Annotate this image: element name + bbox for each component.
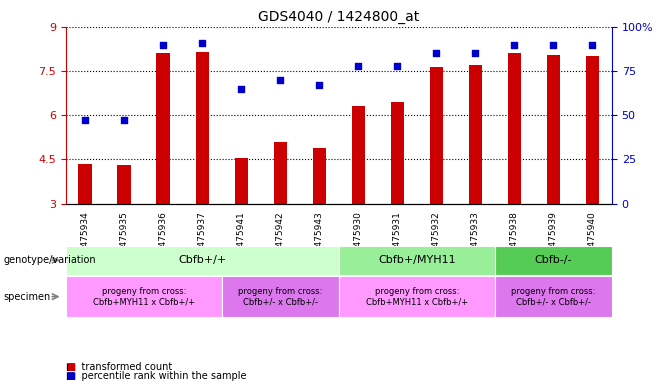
Bar xyxy=(468,65,482,204)
Bar xyxy=(274,142,287,204)
Text: Cbfb+/+: Cbfb+/+ xyxy=(178,255,226,265)
Bar xyxy=(495,276,612,317)
Point xyxy=(470,50,480,56)
Text: progeny from cross:
Cbfb+/- x Cbfb+/-: progeny from cross: Cbfb+/- x Cbfb+/- xyxy=(511,287,595,306)
Bar xyxy=(78,164,92,204)
Text: specimen: specimen xyxy=(3,291,51,302)
Bar xyxy=(586,56,599,204)
Bar xyxy=(195,52,209,204)
Bar xyxy=(339,246,495,275)
Text: ■  percentile rank within the sample: ■ percentile rank within the sample xyxy=(66,371,246,381)
Point xyxy=(197,40,208,46)
Text: ■: ■ xyxy=(66,371,75,381)
Bar xyxy=(507,53,521,204)
Point xyxy=(119,118,130,124)
Point xyxy=(314,82,324,88)
Title: GDS4040 / 1424800_at: GDS4040 / 1424800_at xyxy=(258,10,420,25)
Bar xyxy=(222,276,339,317)
Bar xyxy=(66,246,339,275)
Bar xyxy=(234,158,248,204)
Point xyxy=(80,118,91,124)
Text: progeny from cross:
Cbfb+MYH11 x Cbfb+/+: progeny from cross: Cbfb+MYH11 x Cbfb+/+ xyxy=(93,287,195,306)
Point xyxy=(353,63,364,69)
Bar xyxy=(313,147,326,204)
Bar xyxy=(66,276,222,317)
Bar xyxy=(157,53,170,204)
Bar xyxy=(118,165,131,204)
Text: Cbfb+/MYH11: Cbfb+/MYH11 xyxy=(378,255,456,265)
Text: ■: ■ xyxy=(66,362,75,372)
Bar xyxy=(339,276,495,317)
Point xyxy=(158,41,168,48)
Point xyxy=(236,86,247,92)
Text: progeny from cross:
Cbfb+/- x Cbfb+/-: progeny from cross: Cbfb+/- x Cbfb+/- xyxy=(238,287,322,306)
Point xyxy=(509,41,520,48)
Point xyxy=(431,50,442,56)
Text: Cbfb-/-: Cbfb-/- xyxy=(535,255,572,265)
Point xyxy=(392,63,403,69)
Bar xyxy=(351,106,365,204)
Bar xyxy=(430,67,443,204)
Text: genotype/variation: genotype/variation xyxy=(3,255,96,265)
Bar xyxy=(495,246,612,275)
Bar xyxy=(391,102,404,204)
Point xyxy=(275,77,286,83)
Text: ■  transformed count: ■ transformed count xyxy=(66,362,172,372)
Point xyxy=(587,41,597,48)
Bar xyxy=(547,55,560,204)
Point xyxy=(548,41,559,48)
Text: progeny from cross:
Cbfb+MYH11 x Cbfb+/+: progeny from cross: Cbfb+MYH11 x Cbfb+/+ xyxy=(366,287,468,306)
